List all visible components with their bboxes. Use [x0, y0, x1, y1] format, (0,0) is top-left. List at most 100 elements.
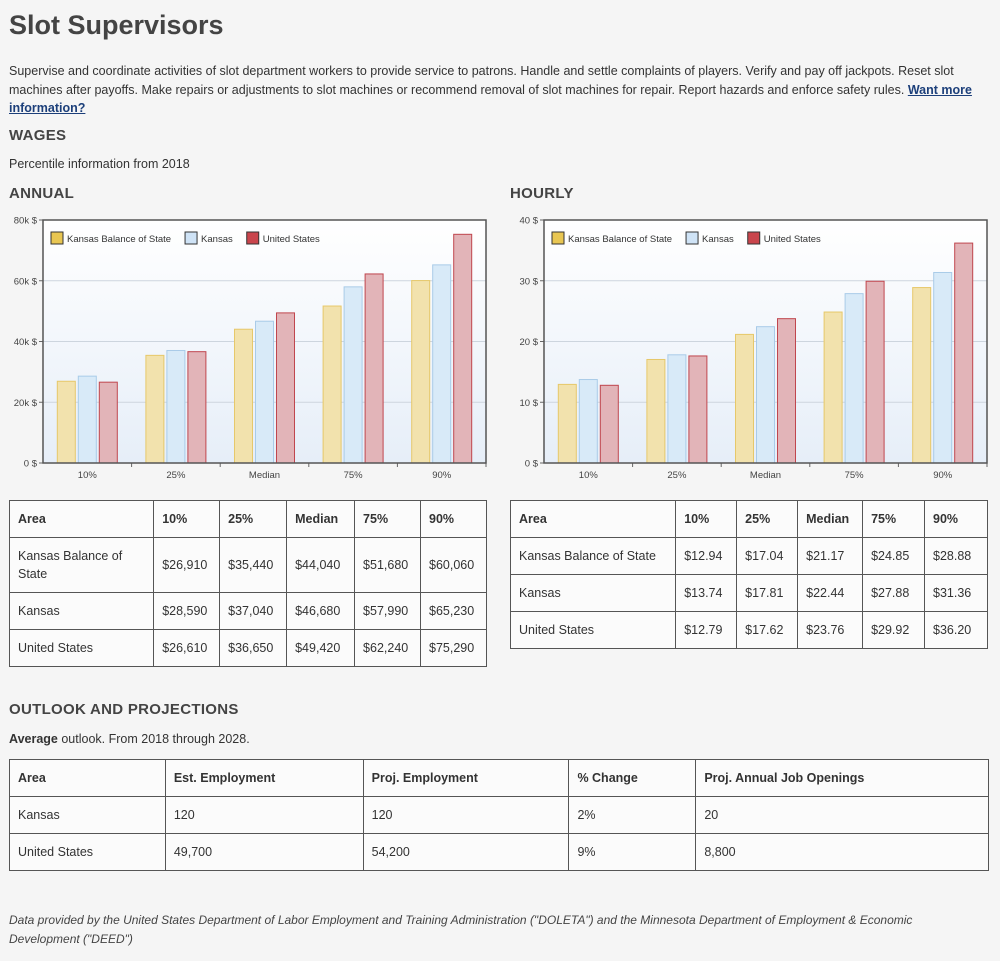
table-cell: $57,990: [354, 592, 421, 630]
annual-chart-legend-label: United States: [263, 234, 320, 245]
table-row: United States $12.79 $17.62 $23.76 $29.92 $36…: [509, 611, 988, 649]
hourly-chart-bar-kansas: [578, 379, 598, 464]
table-cell: $28,590: [153, 592, 221, 630]
annual-chart-y-tick-label: 60k $: [14, 276, 38, 287]
table-header-row: Area 10% 25% Median 75% 90%: [509, 500, 988, 538]
table-cell: $24.85: [862, 537, 926, 575]
table-area-cell: Kansas: [8, 592, 155, 630]
hourly-chart-legend-swatch: [551, 231, 565, 245]
table-cell: $36.20: [924, 611, 988, 649]
hourly-table-header-cell: Area: [509, 500, 677, 538]
annual-chart-y-tick-label: 80k $: [14, 216, 38, 227]
wages-heading: WAGES: [9, 127, 67, 144]
hourly-chart-frame: [543, 219, 988, 464]
hourly-chart-bar-kansas: [667, 354, 687, 464]
hourly-chart-bar-kansas-balance: [735, 333, 754, 464]
table-area-cell: Kansas: [9, 796, 166, 834]
wages-subtitle: Percentile information from 2018: [9, 157, 190, 171]
table-cell: 120: [164, 796, 364, 834]
annual-table-header-cell: Area: [8, 500, 155, 538]
table-area-cell: United States: [9, 833, 166, 871]
table-area-cell: United States: [8, 629, 155, 667]
annual-chart-y-tick-label: 0 $: [24, 459, 38, 470]
annual-chart-x-tick-label: 75%: [344, 470, 364, 481]
annual-table-header-cell: 25%: [219, 500, 288, 538]
outlook-summary-text: outlook. From 2018 through 2028.: [57, 732, 250, 746]
hourly-chart-bar-kansas-balance: [646, 358, 666, 464]
hourly-chart-svg: 0 $ 10 $ 20 $ 30 $ 40 $ 10% 25% Median 75% 90% Kan…: [520, 216, 988, 481]
table-row: Kansas $13.74 $17.81 $22.44 $27.88 $31.36: [509, 574, 988, 612]
annual-chart-legend-label: Kansas: [201, 234, 233, 245]
table-cell: 2%: [568, 796, 697, 834]
annual-chart-bar-united-states: [98, 381, 118, 464]
more-info-link[interactable]: Want more information?: [9, 82, 972, 116]
annual-chart-bar-kansas: [255, 320, 274, 464]
outlook-header-cell: Area: [9, 759, 166, 797]
hourly-wage-table: Area 10% 25% Median 75% 90% Kansas Balance of…: [509, 500, 988, 649]
table-cell: $60,060: [420, 537, 487, 593]
table-header-row: Area 10% 25% Median 75% 90%: [8, 500, 487, 538]
hourly-chart-legend-label: United States: [764, 234, 821, 245]
table-cell: $49,420: [286, 629, 356, 667]
hourly-chart-y-tick-label: 30 $: [520, 276, 539, 287]
table-row: Kansas Balance of State $26,910 $35,440 $44…: [8, 537, 487, 593]
outlook-header-cell: % Change: [568, 759, 697, 797]
table-cell: $22.44: [797, 574, 864, 612]
hourly-chart-x-tick-label: 75%: [845, 470, 865, 481]
hourly-chart-bar-united-states: [954, 242, 974, 464]
table-cell: $36,650: [219, 629, 288, 667]
table-cell: $21.17: [797, 537, 864, 575]
hourly-table-header-cell: 10%: [675, 500, 738, 538]
annual-chart-bar-kansas-balance: [145, 354, 165, 464]
table-area-cell: United States: [509, 611, 677, 649]
table-cell: 54,200: [362, 833, 570, 871]
hourly-chart: 0 $ 10 $ 20 $ 30 $ 40 $ 10% 25% Median 75% 90% Kan…: [510, 212, 990, 488]
hourly-chart-x-tick-label: Median: [750, 470, 781, 481]
table-cell: $28.88: [924, 537, 988, 575]
hourly-chart-bar-kansas: [756, 326, 775, 464]
hourly-chart-x-tick-label: 90%: [933, 470, 953, 481]
annual-chart-bar-united-states: [276, 312, 295, 464]
table-cell: 8,800: [695, 833, 989, 871]
table-cell: $26,610: [153, 629, 221, 667]
hourly-chart-bar-kansas: [933, 271, 953, 464]
annual-wage-table: Area 10% 25% Median 75% 90% Kansas Balance of…: [8, 500, 487, 667]
annual-chart-legend-swatch: [184, 231, 198, 245]
annual-chart-x-tick-label: 25%: [166, 470, 186, 481]
table-header-row: Area Est. Employment Proj. Employment% Cha…: [9, 759, 989, 797]
annual-chart-bar-kansas-balance: [234, 328, 253, 464]
table-cell: $75,290: [420, 629, 487, 667]
hourly-table-header-cell: 75%: [862, 500, 926, 538]
hourly-table-header-cell: 90%: [924, 500, 988, 538]
hourly-chart-legend-label: Kansas Balance of State: [568, 234, 672, 245]
table-cell: $26,910: [153, 537, 221, 593]
annual-chart-y-tick-label: 40k $: [14, 337, 38, 348]
annual-chart-bar-united-states: [364, 273, 384, 464]
annual-chart-bar-kansas: [432, 264, 452, 464]
table-cell: $23.76: [797, 611, 864, 649]
outlook-table: Area Est. Employment Proj. Employment% Cha…: [9, 759, 989, 871]
table-cell: $31.36: [924, 574, 988, 612]
annual-chart-x-tick-label: 90%: [432, 470, 452, 481]
table-cell: $17.81: [736, 574, 799, 612]
table-cell: $44,040: [286, 537, 356, 593]
outlook-rating: Average: [9, 732, 58, 746]
table-cell: $12.79: [675, 611, 738, 649]
table-cell: $51,680: [354, 537, 421, 593]
hourly-chart-bar-kansas-balance: [823, 311, 843, 464]
hourly-chart-y-tick-label: 0 $: [525, 459, 539, 470]
table-area-cell: Kansas: [509, 574, 677, 612]
annual-table-header-cell: Median: [286, 500, 356, 538]
table-cell: $27.88: [862, 574, 926, 612]
description-text: Supervise and coordinate activities of s…: [9, 64, 954, 97]
hourly-chart-legend-label: Kansas: [702, 234, 734, 245]
annual-chart-frame: [42, 219, 487, 464]
table-cell: $12.94: [675, 537, 738, 575]
annual-chart-legend-swatch: [246, 231, 260, 245]
annual-chart-x-tick-label: 10%: [78, 470, 98, 481]
table-area-cell: Kansas Balance of State: [8, 537, 155, 593]
annual-chart-bar-kansas: [77, 375, 97, 464]
annual-chart-legend-label: Kansas Balance of State: [67, 234, 171, 245]
table-cell: $62,240: [354, 629, 421, 667]
hourly-chart-bar-kansas-balance: [912, 287, 932, 464]
